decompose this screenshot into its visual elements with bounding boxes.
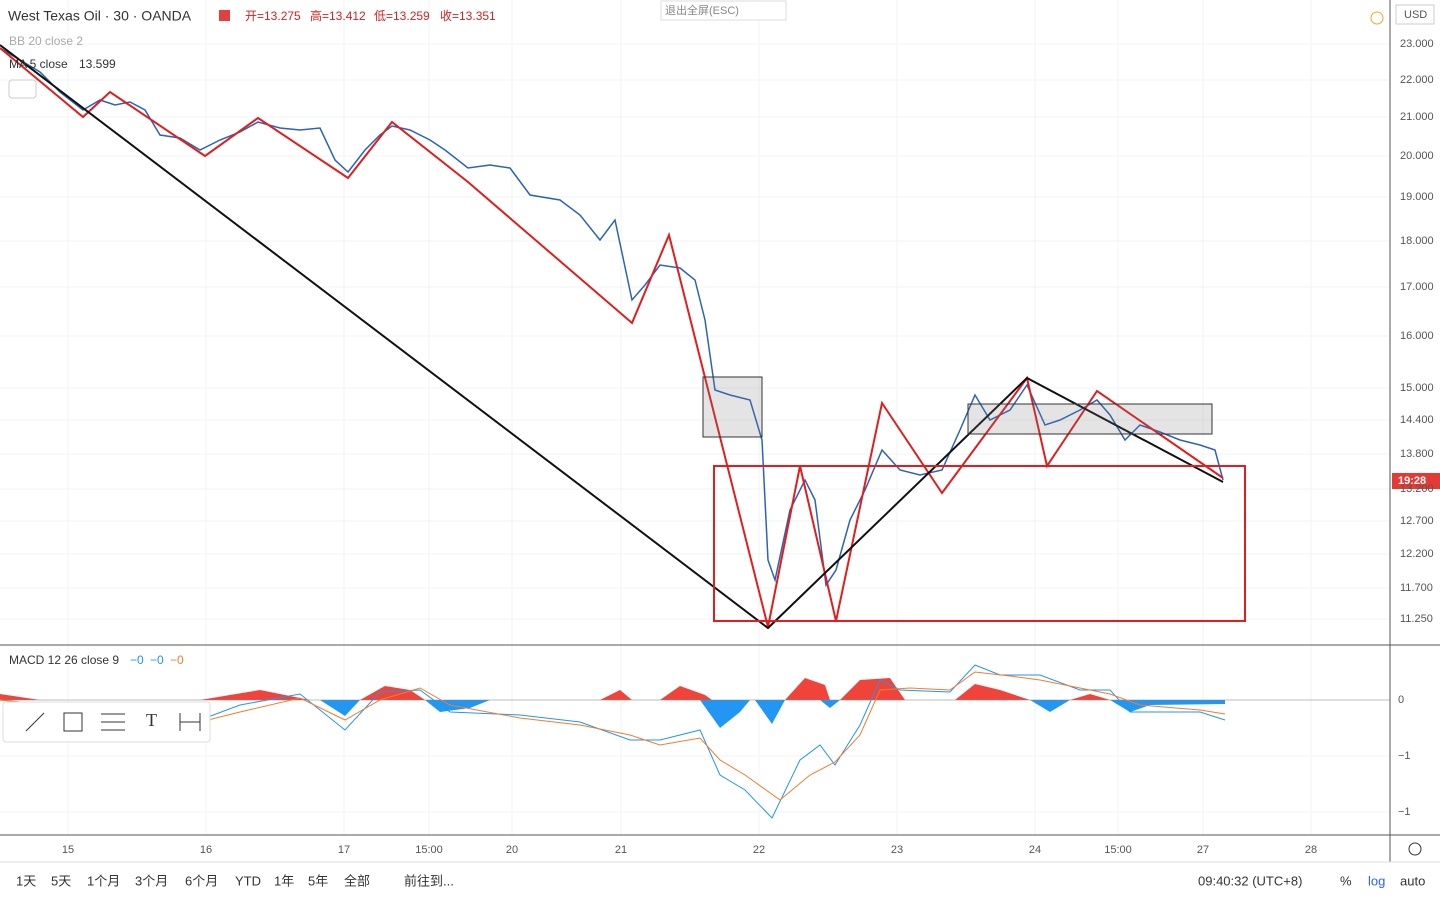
range-button[interactable]: 5年 [308, 873, 328, 888]
price-label: 12.700 [1400, 515, 1434, 527]
exit-fullscreen-button[interactable] [660, 0, 787, 21]
range-button[interactable]: YTD [235, 873, 261, 888]
alert-icon [1370, 11, 1384, 25]
price-tag [1392, 473, 1440, 489]
time-label: 15 [62, 844, 74, 856]
goto-button[interactable]: 前往到... [404, 873, 454, 888]
drawing-toolbar: T [2, 701, 211, 743]
flag-icon [219, 10, 230, 21]
price-label: 11.250 [1400, 613, 1433, 625]
box-drawing [967, 403, 1213, 435]
trend-lines [0, 44, 1224, 630]
price-label: 17.000 [1400, 281, 1434, 293]
range-box [713, 465, 1246, 622]
range-button[interactable]: 5天 [51, 873, 71, 888]
symbol: West Texas Oil · 30 · OANDA [8, 8, 192, 24]
macd-value: −0 [150, 653, 164, 667]
auto-toggle[interactable]: auto [1400, 873, 1425, 888]
range-button[interactable]: 1年 [274, 873, 294, 888]
time-label: 22 [753, 844, 765, 856]
price-label: 18.000 [1400, 235, 1434, 247]
price-label: 16.000 [1400, 330, 1434, 342]
signal-line [0, 671, 1226, 801]
macd-axis-label: −1 [1398, 806, 1411, 818]
macd-histogram [0, 678, 1110, 700]
time-label: 16 [200, 844, 212, 856]
macd-axis-label: 0 [1398, 694, 1404, 706]
time-label: 28 [1305, 844, 1317, 856]
range-button[interactable]: 1天 [16, 873, 36, 888]
macd-line [0, 664, 1226, 819]
ohlc: 低=13.259 [374, 9, 430, 23]
time-label: 24 [1029, 844, 1041, 856]
price-label: 20.000 [1400, 150, 1434, 162]
clock: 09:40:32 (UTC+8) [1198, 873, 1302, 888]
price-label: 13.200 [1400, 483, 1434, 495]
indicator-label: BB 20 close 2 [9, 34, 83, 48]
price-label: 21.000 [1400, 111, 1434, 123]
countdown: 19:28 [1398, 475, 1426, 487]
tool-rect[interactable] [63, 712, 83, 732]
time-label: 17 [338, 844, 350, 856]
time-label: 27 [1197, 844, 1209, 856]
range-button[interactable]: 3个月 [135, 873, 168, 888]
price-label: 14.400 [1400, 414, 1434, 426]
macd-label: MACD 12 26 close 9 [9, 653, 119, 667]
time-label: 23 [891, 844, 903, 856]
tool-line[interactable] [25, 712, 45, 732]
tool-text[interactable]: T [146, 710, 157, 730]
price-path [0, 47, 1224, 588]
macd-histogram [320, 700, 1225, 728]
currency-box[interactable] [1395, 4, 1435, 25]
tool-channel[interactable] [101, 713, 125, 731]
range-button[interactable]: 1个月 [87, 873, 120, 888]
price-label: 13.800 [1400, 448, 1434, 460]
tool-range[interactable] [179, 713, 201, 731]
ohlc: 高=13.412 [310, 8, 366, 23]
range-button[interactable]: 6个月 [185, 873, 218, 888]
price-label: 23.000 [1400, 38, 1434, 50]
exit-fullscreen: 退出全屏(ESC) [665, 3, 739, 17]
macd-axis-label: −1 [1398, 750, 1411, 762]
range-button[interactable]: 全部 [344, 873, 370, 888]
collapse-button[interactable] [8, 79, 37, 99]
time-label: 21 [615, 844, 627, 856]
time-label: 15:00 [415, 844, 443, 856]
indicator-label: MA 5 close [9, 57, 68, 71]
ohlc: 收=13.351 [440, 9, 496, 23]
price-label: 12.200 [1400, 548, 1434, 560]
macd-value: −0 [170, 653, 184, 667]
settings-icon[interactable] [1408, 842, 1422, 856]
log-toggle[interactable]: log [1368, 873, 1385, 888]
price-label: 11.700 [1400, 582, 1433, 594]
price-label: 15.000 [1400, 382, 1434, 394]
grid [0, 0, 1390, 835]
box-drawing [702, 376, 763, 438]
zigzag-drawing [0, 47, 1224, 628]
ohlc: 开=13.275 [245, 9, 301, 23]
price-label: 22.000 [1400, 74, 1434, 86]
currency: USD [1404, 9, 1427, 21]
macd-value: −0 [130, 653, 144, 667]
time-label: 15:00 [1104, 844, 1132, 856]
price-label: 19.000 [1400, 191, 1434, 203]
time-label: 20 [506, 844, 518, 856]
percent-toggle[interactable]: % [1340, 873, 1352, 888]
indicator-value: 13.599 [79, 57, 116, 71]
